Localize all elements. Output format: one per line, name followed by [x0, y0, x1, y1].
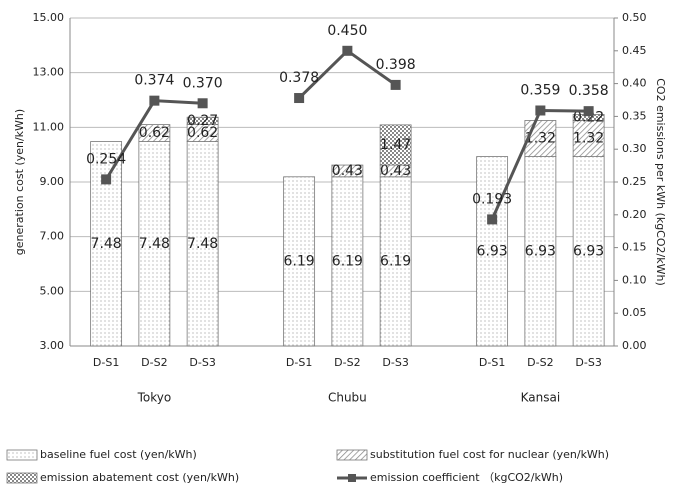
line-marker — [487, 214, 498, 225]
y-tick-label: 9.00 — [40, 175, 65, 188]
group-label: Chubu — [328, 391, 367, 405]
data-label: 0.254 — [86, 151, 126, 167]
group-label: Tokyo — [137, 391, 172, 405]
bar-segment — [90, 141, 123, 347]
data-label: 0.378 — [279, 70, 319, 86]
data-label: 0.22 — [573, 109, 604, 125]
y-tick-label: 15.00 — [33, 11, 65, 24]
y-tick-label: 7.00 — [40, 230, 65, 243]
bar-segment — [186, 116, 219, 126]
line-marker — [342, 45, 353, 56]
x-tick-label: D-S3 — [575, 356, 601, 369]
line-marker — [390, 79, 401, 90]
y-tick-label: 5.00 — [40, 284, 65, 297]
y2-tick-label: 0.45 — [622, 44, 647, 57]
legend-swatch — [6, 449, 38, 461]
y-axis-title: generation cost (yen/kWh) — [13, 109, 26, 255]
bar-segment — [283, 176, 316, 347]
bar-segment — [379, 124, 412, 166]
data-label: 6.93 — [525, 243, 556, 259]
data-label: 7.48 — [187, 236, 218, 252]
data-label: 0.358 — [569, 83, 609, 99]
data-label: 1.47 — [380, 137, 411, 153]
data-label: 0.43 — [332, 163, 363, 179]
bar-segment — [524, 156, 557, 347]
x-tick-label: D-S1 — [93, 356, 119, 369]
legend-label: substitution fuel cost for nuclear (yen/… — [370, 448, 609, 461]
data-label: 0.193 — [472, 191, 512, 207]
data-label: 0.398 — [376, 57, 416, 73]
y2-tick-label: 0.15 — [622, 241, 647, 254]
legend-swatch — [6, 472, 38, 484]
legend-label: emission coefficient （kgCO2/kWh) — [370, 471, 563, 484]
legend-label: baseline fuel cost (yen/kWh) — [40, 448, 197, 461]
y-tick-label: 11.00 — [33, 120, 65, 133]
bar-segment — [572, 120, 605, 157]
x-tick-label: D-S1 — [479, 356, 505, 369]
data-label: 0.450 — [327, 23, 367, 39]
data-label: 7.48 — [91, 236, 122, 252]
y2-tick-label: 0.10 — [622, 273, 647, 286]
y2-tick-label: 0.00 — [622, 339, 647, 352]
bar-segment — [572, 156, 605, 347]
line-marker — [294, 93, 305, 104]
data-label: 6.19 — [284, 253, 315, 269]
bar-segment — [476, 156, 509, 347]
y2-tick-label: 0.25 — [622, 175, 647, 188]
x-tick-label: D-S2 — [527, 356, 553, 369]
legend-swatch — [336, 449, 368, 461]
y-tick-label: 13.00 — [33, 66, 65, 79]
y2-tick-label: 0.30 — [622, 142, 647, 155]
data-label: 1.32 — [525, 131, 556, 147]
y2-tick-label: 0.35 — [622, 109, 647, 122]
y2-tick-label: 0.05 — [622, 306, 647, 319]
data-label: 6.93 — [477, 243, 508, 259]
y2-tick-label: 0.20 — [622, 208, 647, 221]
group-label: Kansai — [521, 391, 561, 405]
data-label: 0.62 — [139, 125, 170, 141]
data-label: 6.93 — [573, 243, 604, 259]
data-label: 0.62 — [187, 125, 218, 141]
data-label: 0.359 — [520, 82, 560, 98]
data-label: 6.19 — [332, 253, 363, 269]
bar-segment — [331, 164, 364, 178]
line-marker — [101, 174, 112, 185]
line-marker — [583, 106, 594, 117]
bar-segment — [331, 176, 364, 347]
data-label: 0.43 — [380, 163, 411, 179]
bar-segment — [524, 120, 557, 157]
x-tick-label: D-S2 — [141, 356, 167, 369]
x-tick-label: D-S1 — [286, 356, 312, 369]
y2-axis-title: CO2 emissions per kWh (kgCO2/kWh) — [654, 78, 667, 286]
bar-segment — [379, 176, 412, 347]
x-tick-label: D-S3 — [189, 356, 215, 369]
data-label: 0.370 — [183, 75, 223, 91]
line-marker — [149, 95, 160, 106]
x-tick-label: D-S2 — [334, 356, 360, 369]
line-marker — [535, 105, 546, 116]
y-tick-label: 3.00 — [40, 339, 65, 352]
legend-label: emission abatement cost (yen/kWh) — [40, 471, 239, 484]
x-tick-label: D-S3 — [382, 356, 408, 369]
data-label: 6.19 — [380, 253, 411, 269]
line-marker — [197, 98, 208, 109]
bar-segment — [138, 124, 171, 142]
legend-swatch — [348, 474, 356, 482]
bar-segment — [138, 141, 171, 347]
data-label: 0.374 — [134, 73, 174, 89]
data-label: 7.48 — [139, 236, 170, 252]
data-label: 1.32 — [573, 131, 604, 147]
y2-tick-label: 0.50 — [622, 11, 647, 24]
y2-tick-label: 0.40 — [622, 77, 647, 90]
data-label: 0.27 — [187, 113, 218, 129]
